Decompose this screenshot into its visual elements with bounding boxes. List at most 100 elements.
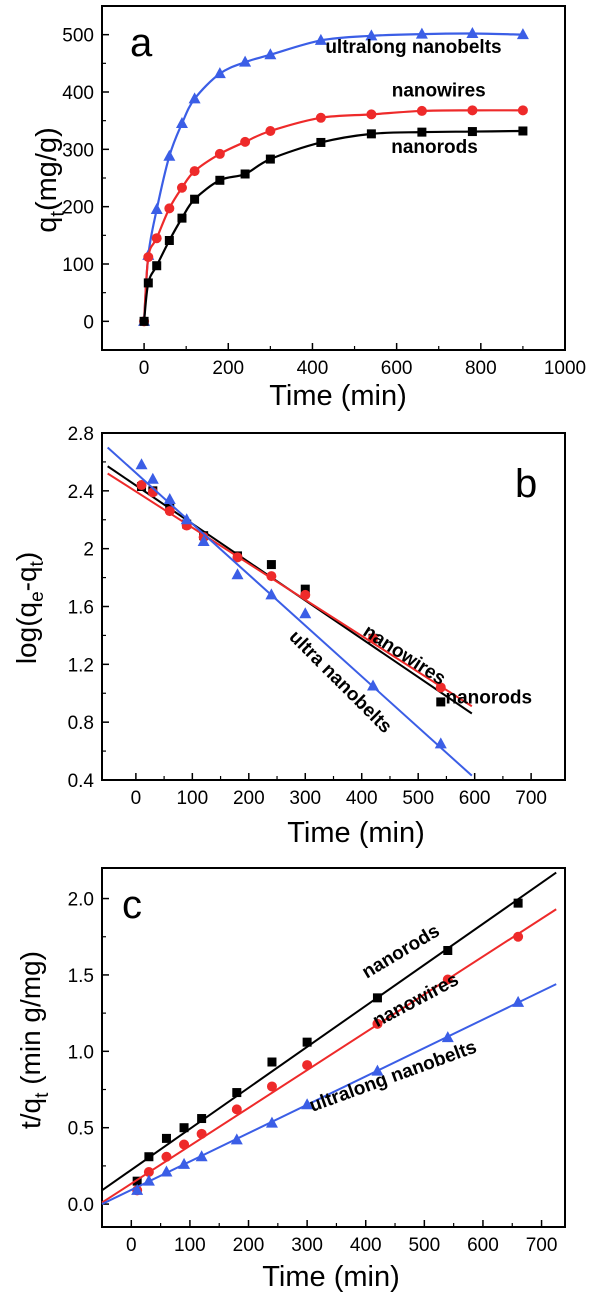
series-annotation: nanowires [359, 621, 449, 690]
data-point-ultra-nanobelts [180, 513, 193, 525]
data-point-ultra-nanobelts [265, 588, 278, 600]
data-point-nanorods [266, 560, 276, 570]
y-tick-label: 300 [62, 140, 94, 161]
data-point-nanorods [302, 1037, 312, 1047]
x-tick-label: 200 [233, 788, 265, 809]
y-tick-label: 100 [62, 255, 94, 276]
data-point-ultralong-nanobelts [264, 48, 277, 60]
x-tick-label: 300 [291, 1235, 323, 1256]
x-tick-label: 400 [346, 788, 378, 809]
y-tick-label: 0.5 [68, 1119, 94, 1140]
x-tick-label: 0 [126, 1235, 137, 1256]
data-point-nanowires [189, 166, 200, 177]
x-tick-label: 600 [459, 788, 491, 809]
series-annotation: nanowires [369, 969, 462, 1032]
x-tick-label: 600 [467, 1235, 499, 1256]
data-point-nanorods [372, 993, 382, 1003]
data-point-nanowires [266, 1081, 277, 1092]
panel-c-y-axis-label: t/qt (min g/mg) [15, 951, 53, 1129]
series-annotation: ultralong nanobelts [307, 1037, 480, 1117]
x-tick-label: 200 [212, 358, 244, 379]
data-point-ultra-nanobelts [135, 458, 148, 470]
panel-a-x-axis-label: Time (min) [269, 380, 406, 412]
data-point-ultralong-nanobelts [371, 1064, 384, 1076]
x-tick-label: 800 [465, 358, 497, 379]
data-point-nanorods [177, 213, 187, 223]
data-point-ultra-nanobelts [299, 607, 312, 619]
data-point-nanorods [436, 697, 446, 707]
data-point-ultra-nanobelts [197, 534, 210, 546]
y-tick-label: 0.0 [68, 1195, 94, 1216]
data-point-nanowires [300, 589, 311, 600]
data-point-nanorods [518, 126, 528, 136]
x-tick-label: 400 [297, 358, 329, 379]
fit-line-nanorods [101, 871, 557, 1192]
data-point-nanowires [442, 974, 453, 985]
data-point-nanorods [513, 898, 523, 908]
data-point-nanowires [176, 182, 187, 193]
x-tick-label: 600 [381, 358, 413, 379]
series-annotation: nanorods [391, 137, 478, 158]
y-tick-label: 2.4 [68, 482, 95, 503]
panel-b-plot-area: 0 100 200 300 400 500 600 700 0.4 0.8 1.2 1.6 2 2.4 2.… [68, 424, 566, 809]
data-point-nanorods [240, 169, 250, 179]
data-point-nanowires [368, 633, 379, 644]
data-point-nanowires [161, 1151, 172, 1162]
data-point-nanorods [179, 1123, 189, 1133]
data-point-nanowires [240, 136, 251, 147]
x-tick-label: 0 [131, 788, 142, 809]
panel-c-plot-area: 0 100 200 300 400 500 600 700 0.0 0.5 1.0 1.5 2.0 nan… [68, 867, 566, 1256]
panel-c-chart: 0 100 200 300 400 500 600 700 0.0 0.5 1.0 1.5 2.0 nan… [15, 867, 566, 1293]
series-annotation: nanowires [392, 81, 486, 102]
x-tick-label: 1000 [544, 358, 586, 379]
data-point-ultralong-nanobelts [365, 29, 378, 41]
data-point-ultralong-nanobelts [466, 27, 479, 39]
data-point-nanowires [302, 1060, 313, 1071]
data-point-nanorods [144, 1152, 154, 1162]
x-tick-label: 0 [139, 358, 150, 379]
data-point-ultralong-nanobelts [230, 1133, 243, 1145]
data-point-nanowires [435, 682, 446, 693]
x-tick-label: 500 [408, 1235, 440, 1256]
data-point-nanowires [214, 148, 225, 159]
data-point-ultralong-nanobelts [265, 1116, 278, 1128]
data-point-nanorods [300, 584, 310, 594]
data-point-ultralong-nanobelts [178, 1157, 191, 1169]
x-tick-label: 500 [402, 788, 434, 809]
y-tick-label: 400 [62, 83, 94, 104]
data-point-ultralong-nanobelts [195, 1150, 208, 1162]
y-tick-label: 1.5 [68, 966, 94, 987]
fit-line-nanowires [101, 908, 557, 1204]
data-point-ultralong-nanobelts [301, 1098, 314, 1110]
panel-a-plot-area: 0 200 400 600 800 1000 0 100 200 300 400 500 ultralo… [62, 5, 586, 379]
y-tick-label: 200 [62, 198, 94, 219]
series-annotation: nanorods [358, 921, 443, 984]
x-tick-label: 200 [233, 1235, 265, 1256]
data-point-ultralong-nanobelts [150, 203, 163, 215]
panel-b-letter: b [515, 462, 537, 506]
data-point-nanorods [143, 278, 153, 288]
panel-b-x-axis-label: Time (min) [287, 817, 424, 849]
data-point-nanowires [143, 252, 154, 263]
data-point-nanowires [196, 1128, 207, 1139]
panel-a-chart: 0 200 400 600 800 1000 0 100 200 300 400 500 ultralo… [31, 5, 586, 412]
panel-a-y-axis-label: qt(mg/g) [31, 127, 69, 233]
data-point-nanowires [467, 105, 478, 116]
data-point-nanorods [366, 129, 376, 139]
data-point-nanowires [232, 552, 243, 563]
data-point-nanorods [267, 1057, 277, 1067]
data-point-nanorods [197, 1114, 207, 1124]
data-point-nanowires [136, 480, 147, 491]
data-point-ultralong-nanobelts [239, 55, 252, 67]
data-point-nanorods [316, 137, 326, 147]
plot-frame [101, 432, 566, 781]
data-point-nanorods [139, 316, 149, 326]
data-point-ultralong-nanobelts [213, 67, 226, 79]
series-annotation: nanorods [445, 687, 532, 708]
y-tick-label: 2.8 [68, 424, 94, 445]
panel-b-y-axis-label: log(qe-qt) [11, 552, 48, 664]
data-point-nanorods [215, 175, 225, 185]
x-tick-label: 700 [526, 1235, 558, 1256]
data-point-ultralong-nanobelts [175, 117, 188, 129]
